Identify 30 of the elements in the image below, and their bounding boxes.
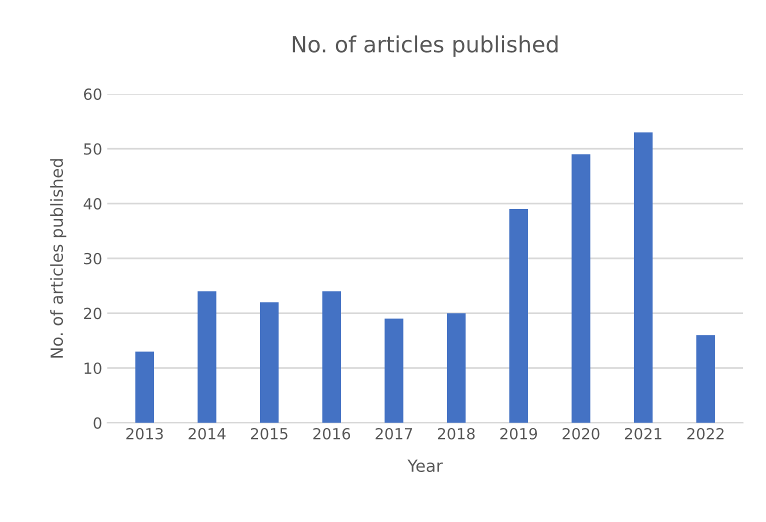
x-tick-label: 2014 [188, 428, 226, 440]
y-tick-label: 20 [84, 308, 102, 320]
x-tick-label: 2021 [624, 428, 662, 440]
bar [634, 132, 653, 423]
x-tick-label: 2019 [500, 428, 537, 440]
y-axis-title: No. of articles published [50, 159, 66, 358]
x-tick-label: 2016 [313, 428, 350, 440]
y-tick-label: 40 [84, 198, 102, 210]
chart-title: No. of articles published [292, 35, 558, 57]
bar [572, 154, 590, 423]
x-tick-label: 2015 [250, 428, 288, 440]
x-tick-label: 2017 [376, 428, 412, 440]
y-tick-label: 30 [84, 252, 102, 264]
x-tick-label: 2018 [438, 428, 475, 440]
bar [509, 209, 528, 423]
y-tick-label: 60 [84, 88, 102, 100]
bar [260, 302, 279, 423]
bar [384, 318, 404, 423]
bar [322, 291, 341, 423]
y-tick-label: 0 [94, 417, 102, 429]
bar [135, 352, 154, 423]
x-tick-label: 2020 [562, 428, 600, 440]
y-tick-label: 50 [84, 143, 102, 155]
y-tick-label: 10 [84, 362, 102, 374]
x-tick-label: 2013 [126, 428, 163, 440]
x-tick-label: 2022 [687, 428, 724, 440]
bar [198, 291, 216, 423]
bar [696, 335, 715, 423]
bar [446, 313, 466, 423]
x-axis-title: Year [407, 460, 443, 472]
